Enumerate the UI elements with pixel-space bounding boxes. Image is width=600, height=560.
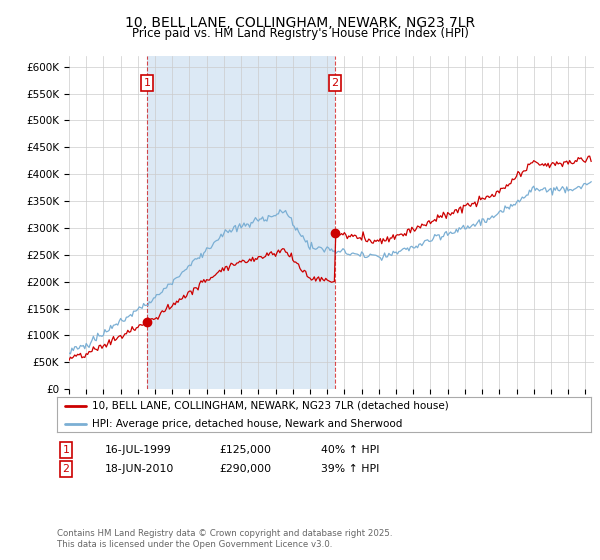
Text: 2: 2: [332, 78, 338, 88]
Text: 40% ↑ HPI: 40% ↑ HPI: [321, 445, 380, 455]
Text: HPI: Average price, detached house, Newark and Sherwood: HPI: Average price, detached house, Newa…: [92, 419, 402, 429]
Text: £125,000: £125,000: [219, 445, 271, 455]
Text: 10, BELL LANE, COLLINGHAM, NEWARK, NG23 7LR (detached house): 10, BELL LANE, COLLINGHAM, NEWARK, NG23 …: [92, 400, 448, 410]
Text: 1: 1: [62, 445, 70, 455]
Text: 18-JUN-2010: 18-JUN-2010: [105, 464, 175, 474]
Text: 1: 1: [143, 78, 151, 88]
Text: £290,000: £290,000: [219, 464, 271, 474]
Text: Price paid vs. HM Land Registry's House Price Index (HPI): Price paid vs. HM Land Registry's House …: [131, 27, 469, 40]
Text: 2: 2: [62, 464, 70, 474]
Bar: [147, 56, 335, 389]
Text: 16-JUL-1999: 16-JUL-1999: [105, 445, 172, 455]
Text: 10, BELL LANE, COLLINGHAM, NEWARK, NG23 7LR: 10, BELL LANE, COLLINGHAM, NEWARK, NG23 …: [125, 16, 475, 30]
Text: 39% ↑ HPI: 39% ↑ HPI: [321, 464, 379, 474]
Text: Contains HM Land Registry data © Crown copyright and database right 2025.
This d: Contains HM Land Registry data © Crown c…: [57, 529, 392, 549]
